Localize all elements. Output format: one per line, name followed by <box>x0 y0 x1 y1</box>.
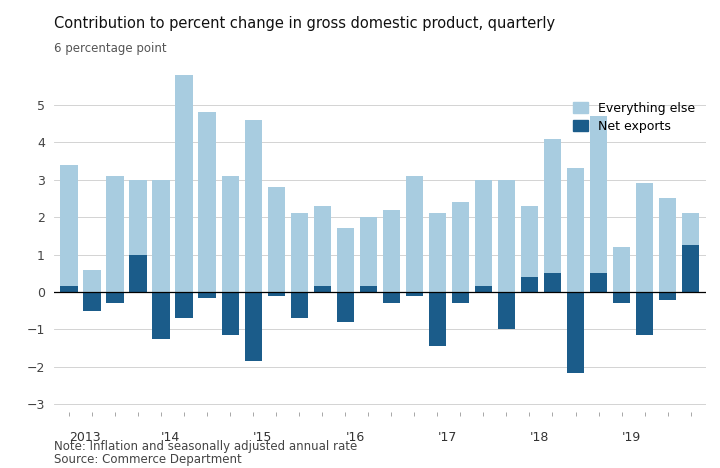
Text: '16: '16 <box>346 431 364 445</box>
Bar <box>682 213 699 292</box>
Bar <box>268 187 285 292</box>
Bar <box>245 292 262 361</box>
Bar <box>590 273 607 292</box>
Bar <box>84 292 101 311</box>
Text: '15: '15 <box>253 431 273 445</box>
Bar <box>659 292 676 300</box>
Bar <box>382 210 400 292</box>
Bar <box>613 247 630 292</box>
Bar <box>199 112 216 292</box>
Bar <box>176 292 193 318</box>
Bar <box>314 286 331 292</box>
Text: '18: '18 <box>529 431 549 445</box>
Bar <box>360 286 377 292</box>
Bar <box>60 165 78 292</box>
Bar <box>451 202 469 292</box>
Bar <box>153 292 170 339</box>
Text: Note: Inflation and seasonally adjusted annual rate: Note: Inflation and seasonally adjusted … <box>54 440 357 453</box>
Bar <box>521 206 538 292</box>
Bar <box>337 292 354 322</box>
Bar <box>130 180 147 292</box>
Bar <box>291 213 308 292</box>
Bar <box>428 213 446 292</box>
Text: Contribution to percent change in gross domestic product, quarterly: Contribution to percent change in gross … <box>54 16 555 31</box>
Bar <box>474 286 492 292</box>
Bar <box>245 120 262 292</box>
Bar <box>314 206 331 292</box>
Bar <box>567 168 584 292</box>
Bar <box>199 292 216 298</box>
Bar <box>428 292 446 346</box>
Bar <box>222 176 239 292</box>
Bar <box>682 245 699 292</box>
Bar <box>291 292 308 318</box>
Text: '14: '14 <box>161 431 180 445</box>
Bar <box>176 75 193 292</box>
Bar <box>474 180 492 292</box>
Bar <box>544 139 561 292</box>
Bar <box>382 292 400 303</box>
Bar <box>498 180 515 292</box>
Bar <box>636 183 653 292</box>
Bar <box>498 292 515 329</box>
Text: 6 percentage point: 6 percentage point <box>54 43 166 55</box>
Legend: Everything else, Net exports: Everything else, Net exports <box>570 98 699 137</box>
Bar <box>222 292 239 335</box>
Bar <box>636 292 653 335</box>
Bar <box>84 270 101 292</box>
Text: 2013: 2013 <box>69 431 101 445</box>
Bar <box>337 228 354 292</box>
Text: '17: '17 <box>437 431 456 445</box>
Text: Source: Commerce Department: Source: Commerce Department <box>54 453 242 466</box>
Bar <box>60 286 78 292</box>
Bar <box>590 116 607 292</box>
Bar <box>107 176 124 292</box>
Bar <box>107 292 124 303</box>
Bar <box>451 292 469 303</box>
Bar <box>130 255 147 292</box>
Text: '19: '19 <box>621 431 641 445</box>
Bar <box>268 292 285 296</box>
Bar <box>613 292 630 303</box>
Bar <box>544 273 561 292</box>
Bar <box>659 198 676 292</box>
Bar <box>567 292 584 373</box>
Bar <box>153 180 170 292</box>
Bar <box>521 277 538 292</box>
Bar <box>405 176 423 292</box>
Bar <box>405 292 423 296</box>
Bar <box>360 217 377 292</box>
